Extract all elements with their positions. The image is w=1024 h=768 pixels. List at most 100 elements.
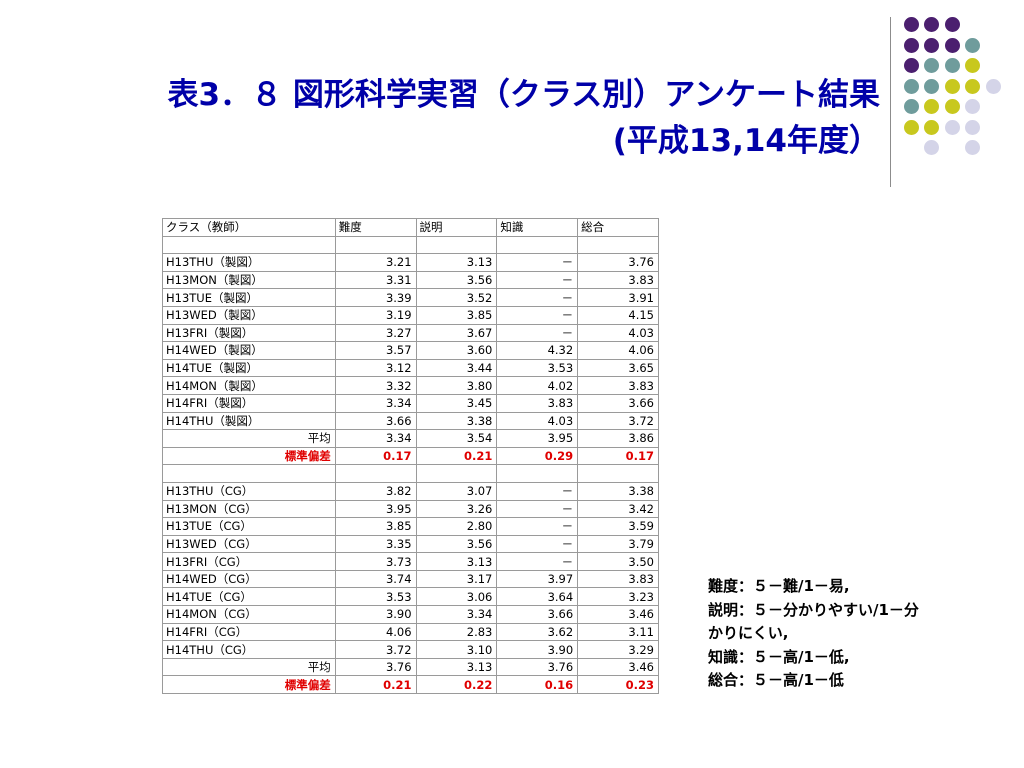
decorative-dot [903, 99, 919, 114]
value-cell: 3.79 [577, 534, 659, 554]
value-cell: 3.53 [334, 587, 417, 607]
row-label-cell: H14MON（製図） [162, 376, 336, 395]
legend-line-difficulty: 難度：５－難/1－易, [708, 577, 850, 595]
row-label-cell: H14TUE（製図） [162, 358, 336, 378]
value-cell: － [496, 499, 579, 519]
table-row: H14THU（CG） 3.72 3.10 3.90 3.29 [162, 640, 659, 659]
decorative-dot [944, 99, 960, 114]
row-label-cell: H13FRI（CG） [162, 552, 336, 571]
value-cell [334, 235, 417, 255]
table-row: H14TUE（製図） 3.12 3.44 3.53 3.65 [162, 358, 659, 378]
value-cell: 3.38 [415, 411, 498, 431]
value-cell: 3.19 [334, 305, 417, 325]
row-label-cell [162, 464, 336, 483]
row-label-cell: H14TUE（CG） [162, 587, 336, 607]
value-cell: － [496, 517, 579, 536]
value-cell: 3.07 [415, 481, 498, 501]
decorative-dot [965, 119, 980, 135]
decorative-dot [924, 17, 939, 32]
table-row: H14TUE（CG） 3.53 3.06 3.64 3.23 [162, 587, 659, 607]
value-cell: 3.85 [415, 305, 498, 325]
title-divider-line [890, 17, 891, 187]
value-cell: － [496, 481, 579, 501]
value-cell: 3.46 [577, 657, 659, 677]
row-label-cell: 標準偏差 [162, 446, 336, 466]
decorative-dot [965, 78, 980, 94]
value-cell: 3.27 [334, 323, 417, 343]
value-cell: 総合 [577, 218, 659, 237]
value-cell: 3.62 [496, 622, 579, 642]
value-cell: 3.74 [334, 569, 417, 589]
value-cell: 3.21 [334, 253, 417, 272]
row-label-cell: H14WED（CG） [162, 569, 336, 589]
row-label-cell: H13WED（製図） [162, 305, 336, 325]
decorative-dot [924, 78, 939, 94]
value-cell: 3.72 [334, 640, 417, 659]
value-cell: 3.76 [496, 657, 579, 677]
row-label-cell: H13THU（CG） [162, 481, 336, 501]
decorative-dot [903, 37, 919, 53]
value-cell: 3.66 [334, 411, 417, 431]
value-cell: 3.32 [334, 376, 417, 395]
value-cell: 0.17 [334, 446, 417, 466]
value-cell: 3.34 [334, 429, 417, 448]
row-label-cell: H13FRI（製図） [162, 323, 336, 343]
slide-title-line2: (平成13,14年度） [612, 123, 880, 159]
table-row: H13THU（CG） 3.82 3.07 － 3.38 [162, 481, 659, 501]
table-row: H13TUE（製図） 3.39 3.52 － 3.91 [162, 288, 659, 307]
row-label-cell: H13THU（製図） [162, 253, 336, 272]
value-cell: 3.97 [496, 569, 579, 589]
row-label-cell: クラス（教師） [162, 218, 336, 237]
value-cell: 3.66 [496, 605, 579, 624]
value-cell: 3.23 [577, 587, 659, 607]
value-cell [415, 464, 498, 483]
value-cell: 3.95 [334, 499, 417, 519]
decorative-dot [903, 119, 919, 135]
value-cell: 3.11 [577, 622, 659, 642]
row-label-cell: H13MON（CG） [162, 499, 336, 519]
survey-results-table: クラス（教師） 難度 説明 知識 総合 H13THU（製図） 3.21 3.13 － 3.76 H1… [162, 218, 659, 695]
decorative-dot [944, 17, 960, 32]
value-cell: － [496, 323, 579, 343]
value-cell: 0.29 [496, 446, 579, 466]
table-row: H13WED（CG） 3.35 3.56 － 3.79 [162, 534, 659, 554]
value-cell: 難度 [334, 218, 417, 237]
value-cell: － [496, 253, 579, 272]
value-cell: 4.06 [334, 622, 417, 642]
table-row: H14MON（製図） 3.32 3.80 4.02 3.83 [162, 376, 659, 395]
table-row: H13WED（製図） 3.19 3.85 － 4.15 [162, 305, 659, 325]
row-label-cell: H14MON（CG） [162, 605, 336, 624]
table-row: H13THU（製図） 3.21 3.13 － 3.76 [162, 253, 659, 272]
value-cell: 3.06 [415, 587, 498, 607]
table-header-row: クラス（教師） 難度 説明 知識 総合 [162, 218, 659, 237]
slide-title: 表3．８ 図形科学実習（クラス別）アンケート結果 (平成13,14年度） [40, 72, 881, 164]
value-cell: 3.26 [415, 499, 498, 519]
blank-row [162, 235, 659, 255]
legend-line-overall: 総合：５－高/1－低 [708, 671, 844, 689]
value-cell: 4.06 [577, 341, 659, 360]
table-row: H14FRI（CG） 4.06 2.83 3.62 3.11 [162, 622, 659, 642]
slide-title-line1: 表3．８ 図形科学実習（クラス別）アンケート結果 [167, 77, 881, 113]
decorative-dot-grid [0, 0, 1024, 200]
decorative-dot [924, 119, 939, 135]
decorative-dot [924, 58, 939, 73]
row-label-cell: H14FRI（CG） [162, 622, 336, 642]
value-cell: 3.50 [577, 552, 659, 571]
value-cell: 3.38 [577, 481, 659, 501]
value-cell: 3.85 [334, 517, 417, 536]
value-cell: 3.29 [577, 640, 659, 659]
value-cell: 3.56 [415, 534, 498, 554]
value-cell: 3.86 [577, 429, 659, 448]
table-row: H13MON（CG） 3.95 3.26 － 3.42 [162, 499, 659, 519]
average-row: 平均 3.34 3.54 3.95 3.86 [162, 429, 659, 448]
value-cell: 3.13 [415, 657, 498, 677]
value-cell: 3.39 [334, 288, 417, 307]
decorative-dot [965, 37, 980, 53]
table-row: H13MON（製図） 3.31 3.56 － 3.83 [162, 270, 659, 290]
decorative-dot [924, 99, 939, 114]
row-label-cell: H13TUE（CG） [162, 517, 336, 536]
value-cell [496, 464, 579, 483]
table-row: H14WED（製図） 3.57 3.60 4.32 4.06 [162, 341, 659, 360]
value-cell: 3.34 [415, 605, 498, 624]
value-cell: － [496, 552, 579, 571]
